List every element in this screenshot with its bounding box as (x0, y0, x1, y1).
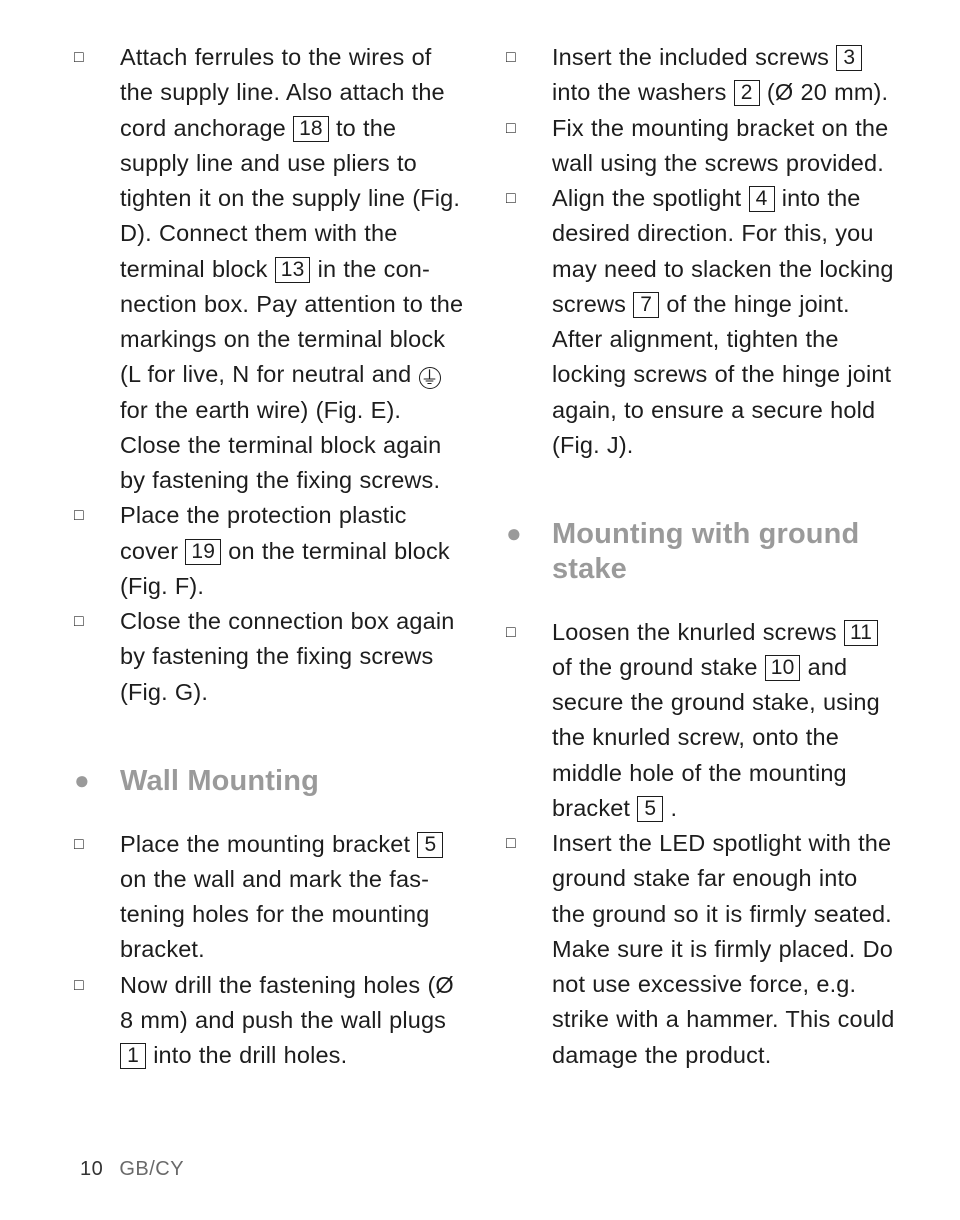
checkbox-icon: □ (506, 827, 516, 861)
checkbox-icon: □ (74, 828, 84, 862)
checkbox-icon: □ (74, 605, 84, 639)
ref-19: 19 (185, 539, 221, 565)
text: for the earth wire) (Fig. E). Close the … (120, 397, 441, 494)
ref-1: 1 (120, 1043, 146, 1069)
ref-11: 11 (844, 620, 878, 646)
text: Insert the LED spotlight with the ground… (552, 830, 895, 1068)
step-place-bracket: □ Place the mounting bracket 5 on the wa… (74, 827, 464, 968)
text: into the washers (552, 79, 734, 105)
ref-2: 2 (734, 80, 760, 106)
text: ( (767, 79, 775, 105)
ref-3: 3 (836, 45, 862, 71)
diameter-symbol: Ø (435, 972, 453, 998)
ref-5: 5 (417, 832, 443, 858)
heading-ground-stake: ● Mounting with ground stake (506, 517, 896, 587)
text: Close the connection box again by fasten… (120, 608, 454, 705)
step-drill-holes: □ Now drill the fastening holes (Ø 8 mm)… (74, 968, 464, 1074)
text: . (670, 795, 677, 821)
ref-10: 10 (765, 655, 801, 681)
step-align-spotlight: □ Align the spotlight 4 into the desired… (506, 181, 896, 463)
step-loosen-knurled-screws: □ Loosen the knurled screws 11 of the gr… (506, 615, 896, 827)
step-insert-into-ground: □ Insert the LED spotlight with the grou… (506, 826, 896, 1073)
ref-7: 7 (633, 292, 659, 318)
page-locale: GB/CY (119, 1158, 184, 1180)
text: into the drill holes. (153, 1042, 347, 1068)
text: 20 mm). (793, 79, 888, 105)
step-attach-ferrules: □ Attach ferrules to the wires of the su… (74, 40, 464, 498)
heading-wall-mounting: ● Wall Mounting (74, 764, 464, 799)
instruction-page: □ Attach ferrules to the wires of the su… (0, 0, 960, 1220)
earth-icon: ⏚ (419, 367, 441, 389)
step-close-connection-box: □ Close the connection box again by fast… (74, 604, 464, 710)
diameter-symbol: Ø (775, 79, 793, 105)
step-fix-bracket: □ Fix the mounting bracket on the wall u… (506, 111, 896, 182)
text: Align the spotlight (552, 185, 749, 211)
heading-text: Wall Mounting (120, 765, 319, 797)
text: Place the mounting bracket (120, 831, 417, 857)
heading-text: Mounting with ground stake (552, 518, 859, 585)
text: Insert the included screws (552, 44, 836, 70)
checkbox-icon: □ (506, 112, 516, 146)
checkbox-icon: □ (506, 41, 516, 75)
ref-4: 4 (749, 186, 775, 212)
text: Fix the mounting bracket on the wall usi… (552, 115, 888, 176)
ref-13: 13 (275, 257, 311, 283)
body-columns: □ Attach ferrules to the wires of the su… (74, 40, 896, 1144)
page-number: 10 (80, 1158, 103, 1180)
ref-5: 5 (637, 796, 663, 822)
checkbox-icon: □ (74, 41, 84, 75)
bullet-icon: ● (506, 520, 522, 546)
text: 8 mm) and push the wall plugs (120, 1007, 446, 1033)
ref-18: 18 (293, 116, 329, 142)
step-insert-screws: □ Insert the included screws 3 into the … (506, 40, 896, 111)
text: Loosen the knurled screws (552, 619, 844, 645)
checkbox-icon: □ (74, 969, 84, 1003)
text: of the ground stake (552, 654, 765, 680)
page-footer: 10 GB/CY (74, 1144, 896, 1184)
text: on the wall and mark the fas­tening hole… (120, 866, 429, 963)
checkbox-icon: □ (506, 616, 516, 650)
text: Now drill the fastening holes ( (120, 972, 435, 998)
checkbox-icon: □ (506, 182, 516, 216)
checkbox-icon: □ (74, 499, 84, 533)
bullet-icon: ● (74, 767, 90, 793)
step-protection-cover: □ Place the protection plastic cover 19 … (74, 498, 464, 604)
